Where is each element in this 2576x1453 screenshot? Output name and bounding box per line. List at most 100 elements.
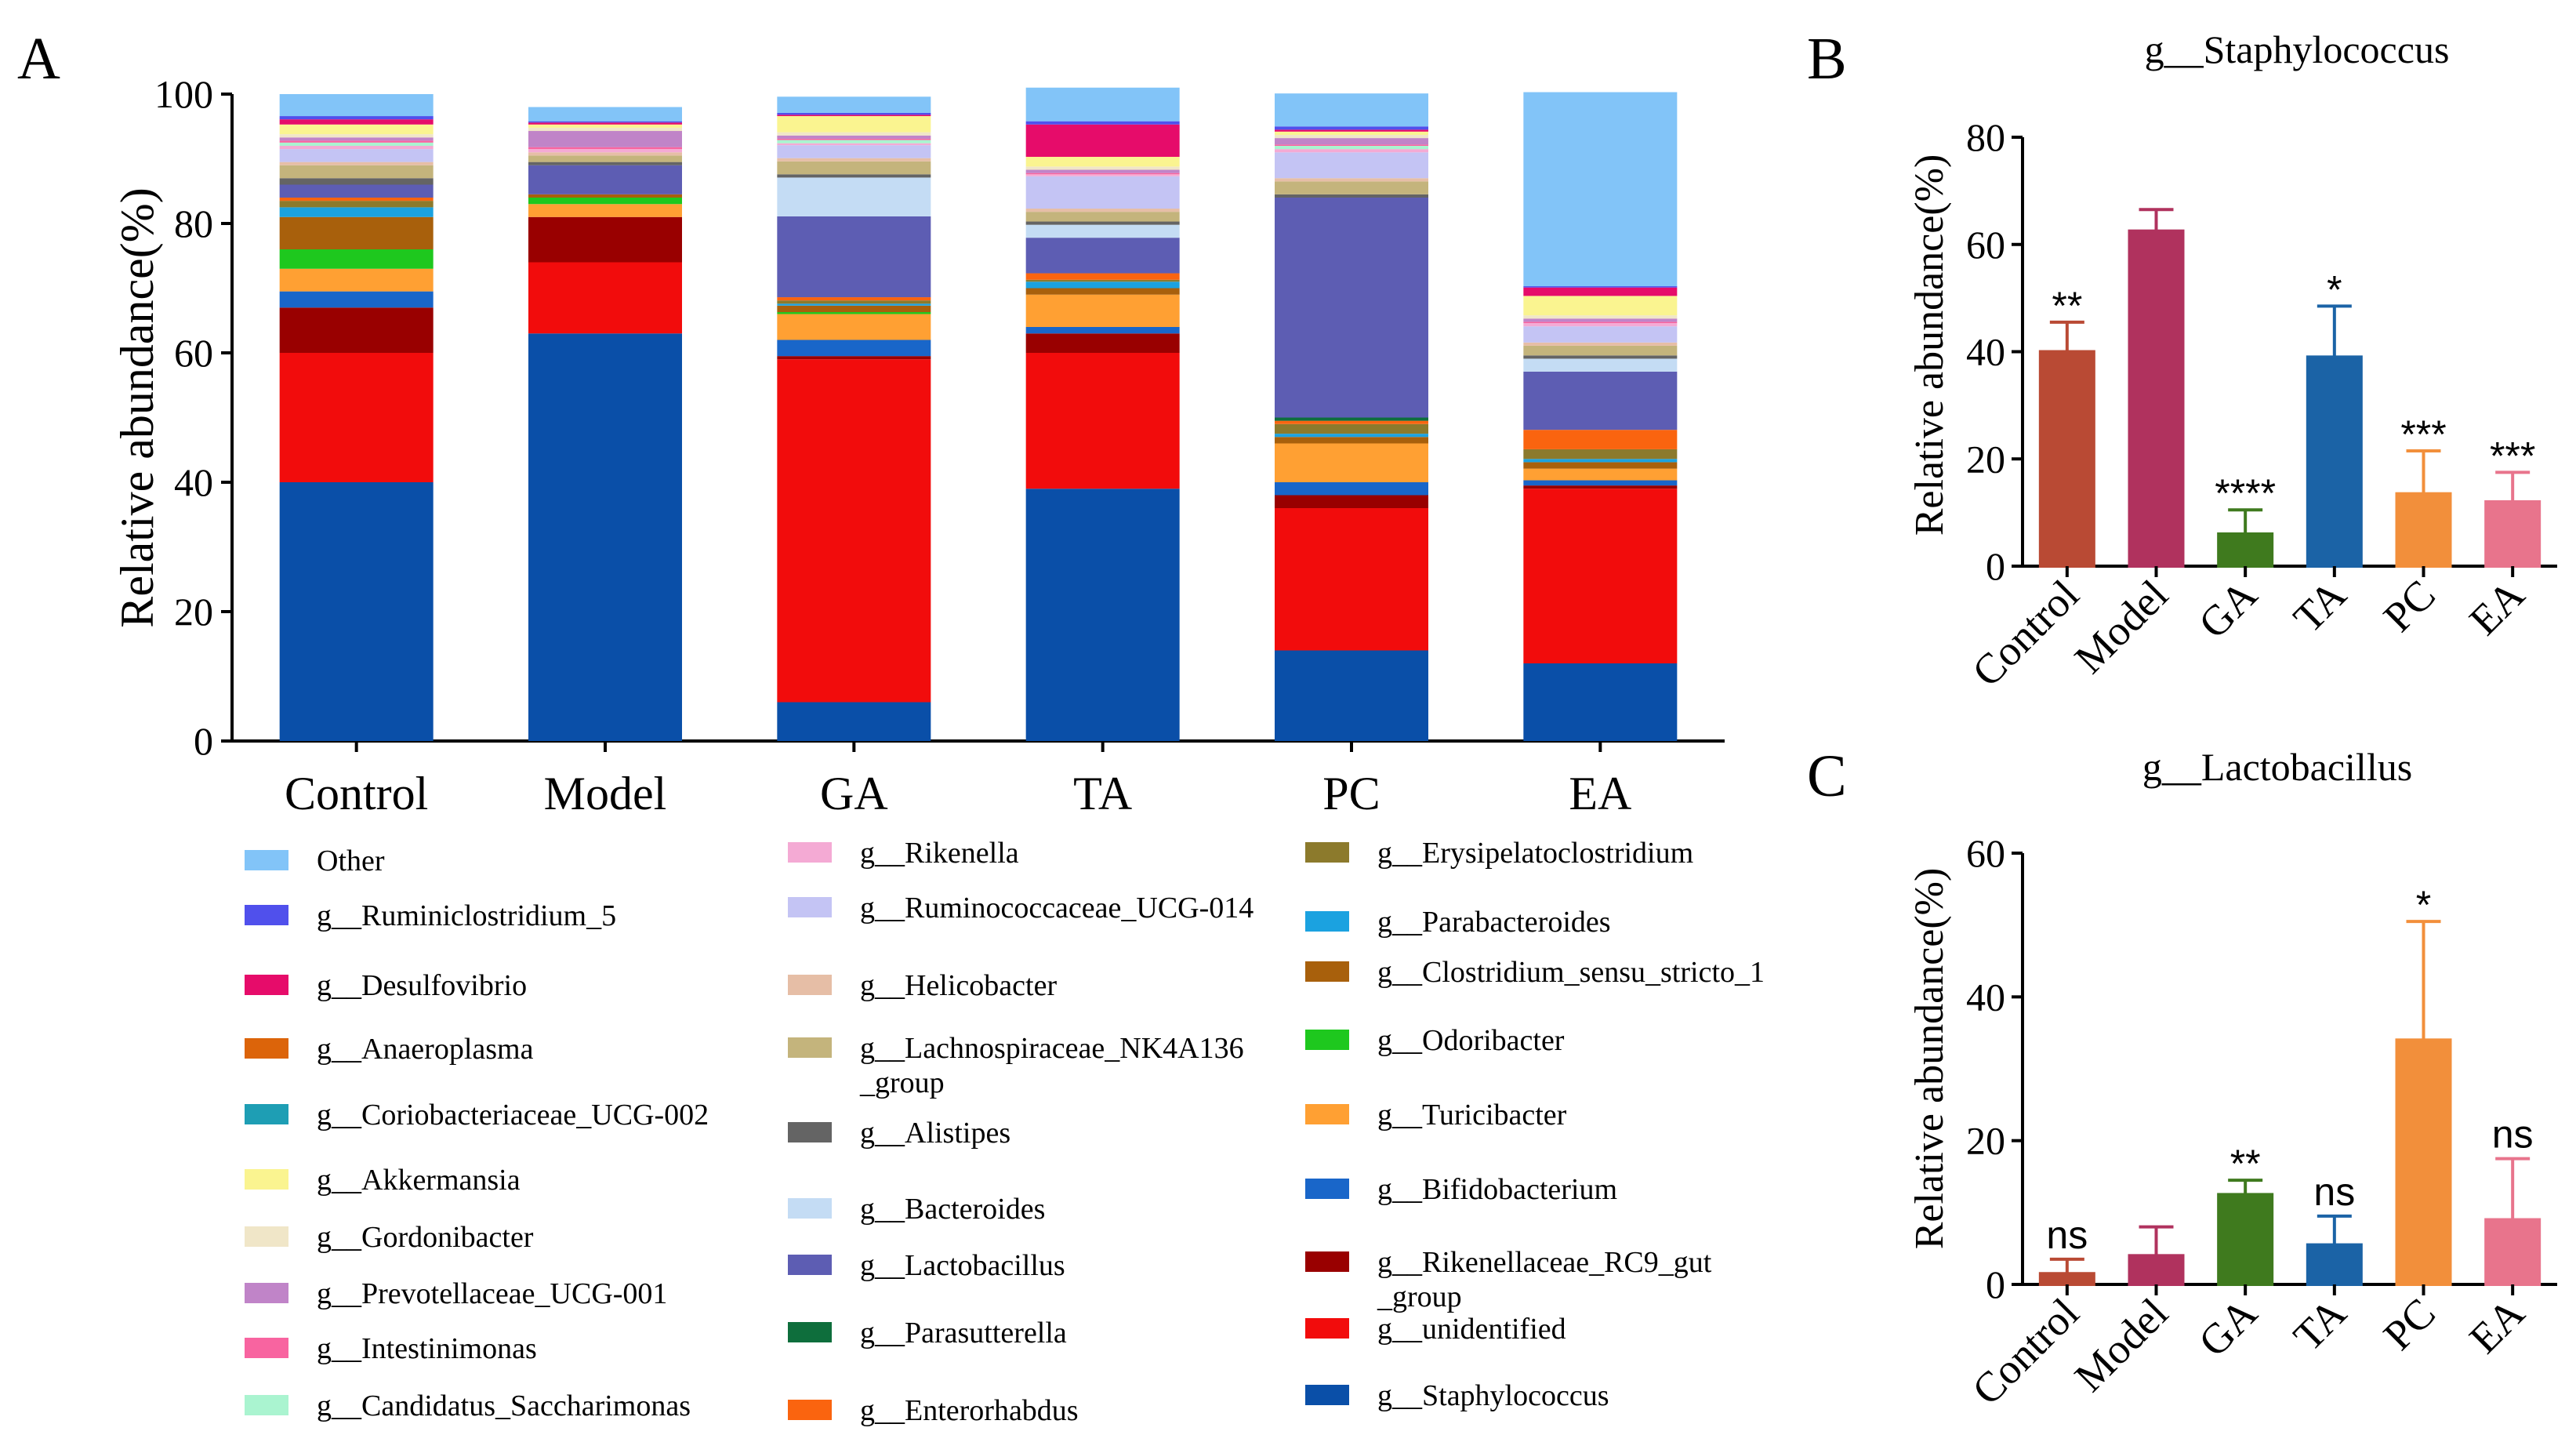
legend-swatch-other: [245, 850, 288, 870]
x-tick-label-ea: EA: [2460, 571, 2533, 644]
legend-swatch-g-intestinimonas: [245, 1338, 288, 1358]
bar-segment-ta-g-desulfovibrio: [1025, 124, 1180, 158]
legend-swatch-g-unidentified: [1305, 1318, 1349, 1339]
x-tick-label-model: Model: [2066, 1289, 2177, 1400]
bar-segment-model-g-rikenella: [528, 149, 682, 153]
bar-segment-ta-g-turicibacter: [1025, 294, 1180, 327]
bar-segment-control-g-lachnospiraceae-nk4a136-group: [279, 165, 434, 179]
legend-swatch-g-rikenella: [788, 842, 832, 863]
bar-segment-pc-g-candidatus-saccharimonas: [1275, 146, 1428, 150]
y-tick-label: 100: [154, 72, 213, 116]
panel-a-y-axis-title: Relative abundance(%): [111, 187, 163, 627]
legend-swatch-g-helicobacter: [788, 975, 832, 995]
legend-label-g-ruminiclostridium-5: g__Ruminiclostridium_5: [317, 899, 616, 932]
bar-segment-ea-g-unidentified: [1523, 489, 1678, 663]
legend-swatch-g-enterorhabdus: [788, 1400, 832, 1420]
bar-segment-control-g-rikenella: [279, 146, 434, 150]
legend-label-g-intestinimonas: g__Intestinimonas: [317, 1332, 537, 1365]
bar-segment-pc-g-rikenellaceae-rc9-gut-group: [1275, 495, 1428, 508]
significance-label-ga: ****: [2215, 471, 2276, 515]
legend-label-g-alistipes: g__Alistipes: [860, 1117, 1010, 1150]
bar-segment-control-g-clostridium-sensu-stricto-1: [279, 216, 434, 249]
bar-segment-ta-other: [1025, 87, 1180, 122]
bar-ga: [2217, 532, 2274, 568]
bar-control: [2038, 1272, 2095, 1286]
bar-segment-ta-g-bifidobacterium: [1025, 327, 1180, 334]
bar-segment-ta-g-akkermansia: [1025, 157, 1180, 167]
bar-segment-pc-g-alistipes: [1275, 194, 1428, 198]
legend-label-g-clostridium-sensu-stricto-1: g__Clostridium_sensu_stricto_1: [1377, 956, 1765, 989]
bar-segment-ea-g-ruminiclostridium-5: [1523, 286, 1678, 288]
bar-segment-ta-g-intestinimonas: [1025, 173, 1180, 175]
bar-segment-pc-g-rikenella: [1275, 149, 1428, 153]
x-tick-label-ga: GA: [2190, 571, 2266, 648]
legend-swatch-g-gordonibacter: [245, 1226, 288, 1247]
y-tick-label: 60: [1966, 831, 2005, 875]
bar-segment-model-g-intestinimonas: [528, 147, 682, 150]
panel-a-axes: 0 20 40 60 80 100: [154, 72, 1725, 763]
bar-segment-ta-g-clostridium-sensu-stricto-1: [1025, 288, 1180, 295]
panel-label-b: B: [1807, 26, 1847, 92]
legend-swatch-g-parasutterella: [788, 1322, 832, 1342]
bar-pc: [2395, 1038, 2452, 1287]
bar-ea: [2484, 1218, 2542, 1286]
bar-segment-model-g-gordonibacter: [528, 127, 682, 132]
bar-segment-ea-g-prevotellaceae-ucg-001: [1523, 318, 1678, 322]
bar-segment-ea-other: [1523, 92, 1678, 287]
bar-segment-ga-g-turicibacter: [777, 314, 931, 340]
bar-segment-ta-g-enterorhabdus: [1025, 273, 1180, 280]
y-tick-label: 0: [1986, 544, 2005, 588]
bar-segment-model-g-alistipes: [528, 162, 682, 165]
significance-label-pc: ***: [2400, 412, 2446, 456]
bar-segment-model-other: [528, 107, 682, 122]
significance-label-ea: ***: [2490, 434, 2535, 478]
bar-segment-model-g-lachnospiraceae-nk4a136-group: [528, 155, 682, 162]
bar-segment-control-g-desulfovibrio: [279, 119, 434, 125]
legend-swatch-g-candidatus-saccharimonas: [245, 1395, 288, 1415]
bar-segment-model-g-helicobacter: [528, 152, 682, 156]
bar-segment-ta-g-parabacteroides: [1025, 282, 1180, 289]
x-tick-label-control: Control: [1963, 1289, 2088, 1414]
bar-segment-model-g-ruminiclostridium-5: [528, 121, 682, 123]
panel-label-c: C: [1807, 743, 1847, 809]
legend-label-g-staphylococcus: g__Staphylococcus: [1377, 1379, 1609, 1412]
bar-model: [2128, 1254, 2185, 1287]
bar-segment-ea-g-rikenella: [1523, 323, 1678, 327]
legend-label-g-enterorhabdus: g__Enterorhabdus: [860, 1394, 1079, 1427]
x-tick-label-ea: EA: [1569, 768, 1631, 819]
bar-segment-control-g-gordonibacter: [279, 134, 434, 138]
bar-segment-control-g-parabacteroides: [279, 207, 434, 217]
legend-label-g-odoribacter: g__Odoribacter: [1377, 1024, 1565, 1057]
bar-segment-ea-g-parabacteroides: [1523, 459, 1678, 463]
bar-segment-pc-g-erysipelatoclostridium: [1275, 423, 1428, 434]
bar-segment-model-g-odoribacter: [528, 198, 682, 205]
bar-segment-control-g-ruminiclostridium-5: [279, 116, 434, 120]
panel-a-legend: Other g__Ruminiclostridium_5 g__Desulfovib…: [245, 837, 1765, 1427]
bar-segment-ta-g-staphylococcus: [1025, 489, 1180, 741]
bar-segment-pc-g-helicobacter: [1275, 178, 1428, 182]
x-tick-label-ta: TA: [2284, 1289, 2355, 1360]
legend-label-g-bacteroides: g__Bacteroides: [860, 1193, 1045, 1226]
bar-segment-ea-g-alistipes: [1523, 355, 1678, 359]
y-tick-label: 40: [174, 460, 213, 504]
x-tick-label-pc: PC: [2375, 1289, 2444, 1359]
x-tick-label-ga: GA: [2190, 1289, 2266, 1366]
bar-segment-control-g-lactobacillus: [279, 184, 434, 198]
bar-segment-ga-other: [777, 96, 931, 113]
bar-segment-control-g-ruminococcaceae-ucg-014: [279, 149, 434, 162]
legend-label-g-erysipelatoclostridium: g__Erysipelatoclostridium: [1377, 837, 1693, 870]
significance-label-ga: **: [2230, 1142, 2261, 1186]
legend-swatch-g-staphylococcus: [1305, 1385, 1349, 1405]
legend-swatch-g-bifidobacterium: [1305, 1179, 1349, 1199]
bar-segment-ta-g-rikenellaceae-rc9-gut-group: [1025, 333, 1180, 353]
x-tick-label-ga: GA: [820, 768, 888, 819]
bar-segment-ga-g-gordonibacter: [777, 132, 931, 136]
bar-segment-control-g-turicibacter: [279, 268, 434, 292]
significance-label-ta: *: [2327, 267, 2342, 311]
y-tick-label: 60: [1966, 223, 2005, 267]
y-tick-label: 20: [1966, 437, 2005, 481]
bar-segment-ga-g-lactobacillus: [777, 216, 931, 298]
bar-segment-ga-g-intestinimonas: [777, 138, 931, 140]
x-tick-label-pc: PC: [1322, 768, 1380, 819]
bar-segment-ga-g-bacteroides: [777, 177, 931, 216]
